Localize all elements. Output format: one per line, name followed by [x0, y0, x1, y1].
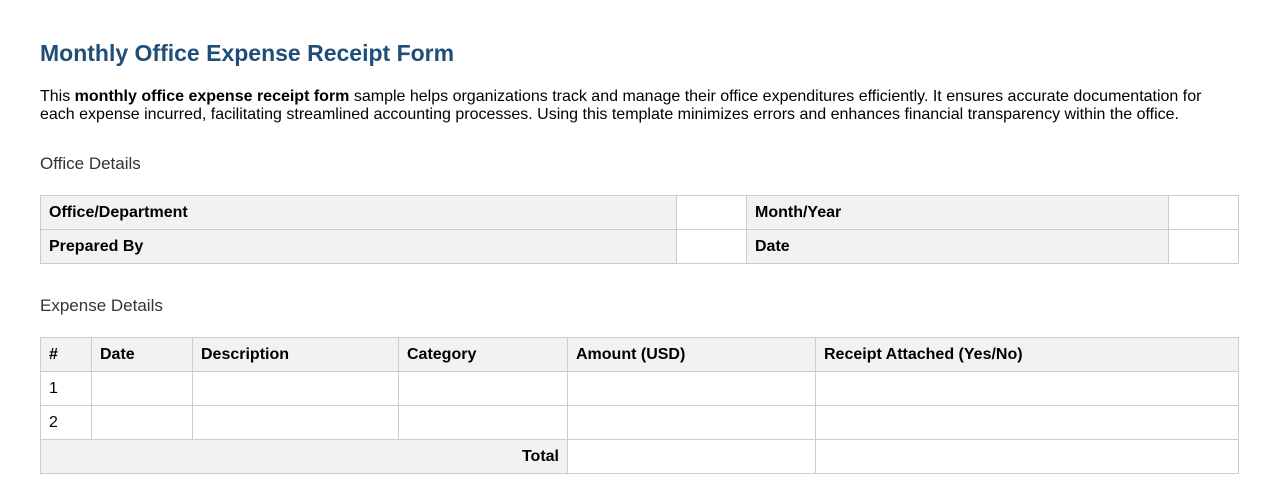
column-header: Date — [91, 337, 193, 372]
category-cell[interactable] — [398, 371, 568, 406]
expense-details-table: # Date Description Category Amount (USD)… — [40, 337, 1239, 474]
category-cell[interactable] — [398, 405, 568, 440]
office-details-heading: Office Details — [40, 154, 141, 173]
receipt-cell[interactable] — [815, 371, 1239, 406]
prepared-by-label: Prepared By — [40, 229, 677, 264]
intro-text: This — [40, 88, 75, 105]
column-header: Receipt Attached (Yes/No) — [815, 337, 1239, 372]
column-header: Description — [192, 337, 399, 372]
row-number: 2 — [40, 405, 92, 440]
table-row: 1 — [40, 371, 1239, 406]
amount-cell[interactable] — [567, 371, 816, 406]
total-amount-cell[interactable] — [567, 439, 816, 474]
office-department-field[interactable] — [676, 195, 747, 230]
total-receipt-cell[interactable] — [815, 439, 1239, 474]
table-row: 2 — [40, 405, 1239, 440]
column-header: Amount (USD) — [567, 337, 816, 372]
intro-text-rest: sample helps organizations track and man… — [40, 88, 1202, 123]
month-year-field[interactable] — [1168, 195, 1239, 230]
intro-bold: monthly office expense receipt form — [74, 88, 350, 105]
table-header-row: # Date Description Category Amount (USD)… — [40, 337, 1239, 372]
table-row: Prepared By Date — [40, 229, 1239, 264]
table-row: Office/Department Month/Year — [40, 195, 1239, 230]
expense-details-heading: Expense Details — [40, 296, 163, 315]
receipt-cell[interactable] — [815, 405, 1239, 440]
page-title: Monthly Office Expense Receipt Form — [40, 40, 455, 66]
date-label: Date — [746, 229, 1169, 264]
prepared-by-field[interactable] — [676, 229, 747, 264]
date-field[interactable] — [1168, 229, 1239, 264]
date-cell[interactable] — [91, 405, 193, 440]
description-cell[interactable] — [192, 405, 399, 440]
total-label: Total — [40, 439, 568, 474]
description-cell[interactable] — [192, 371, 399, 406]
office-details-table: Office/Department Month/Year Prepared By… — [40, 195, 1239, 264]
total-row: Total — [40, 439, 1239, 474]
row-number: 1 — [40, 371, 92, 406]
date-cell[interactable] — [91, 371, 193, 406]
amount-cell[interactable] — [567, 405, 816, 440]
intro-paragraph: This monthly office expense receipt form… — [40, 88, 1238, 124]
month-year-label: Month/Year — [746, 195, 1169, 230]
office-department-label: Office/Department — [40, 195, 677, 230]
column-header: Category — [398, 337, 568, 372]
column-header: # — [40, 337, 92, 372]
